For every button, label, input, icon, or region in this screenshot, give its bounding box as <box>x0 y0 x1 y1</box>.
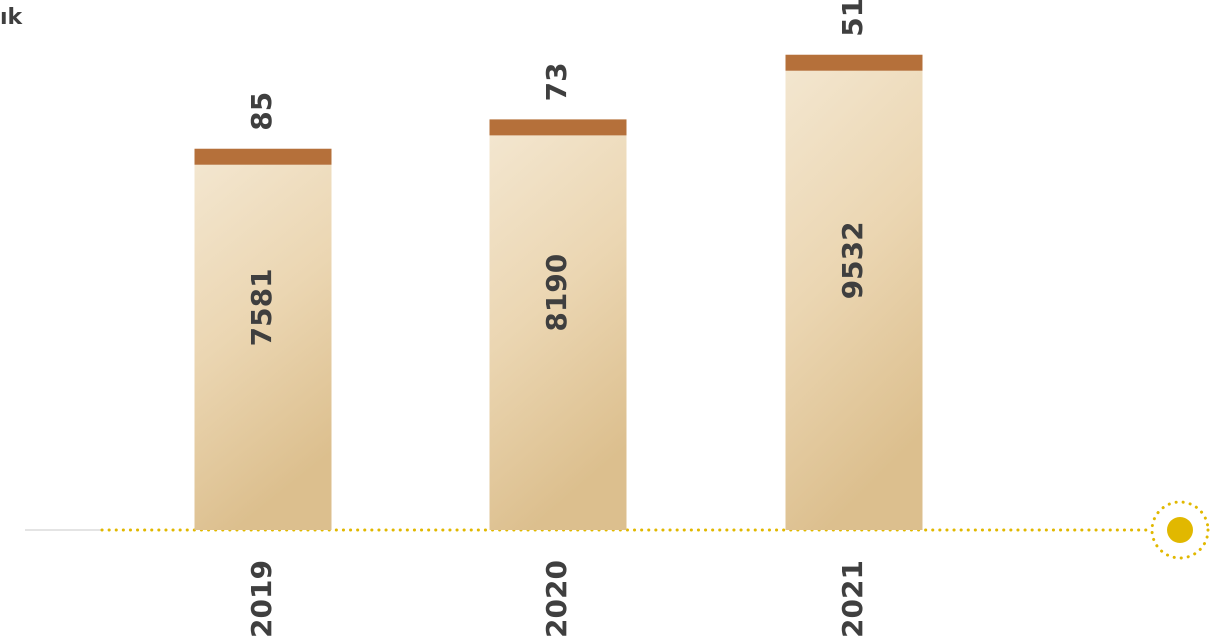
value-label: 7581 <box>245 268 278 346</box>
chart-title: ık <box>0 5 24 30</box>
bar-cap <box>194 148 332 165</box>
bar-cap <box>489 119 627 136</box>
cap-label: 51 <box>836 0 869 37</box>
timeline-ring <box>1150 500 1210 560</box>
bar <box>194 164 332 530</box>
bar-cap <box>785 54 923 71</box>
x-tick-label: 2019 <box>245 560 278 638</box>
value-label: 9532 <box>836 221 869 299</box>
x-tick-label: 2020 <box>540 560 573 638</box>
x-tick-label: 2021 <box>836 560 869 638</box>
cap-label: 85 <box>245 92 278 131</box>
value-label: 8190 <box>540 254 573 332</box>
bar <box>489 135 627 530</box>
bar <box>785 70 923 531</box>
timeline-dot <box>1167 517 1193 543</box>
cap-label: 73 <box>540 62 573 101</box>
